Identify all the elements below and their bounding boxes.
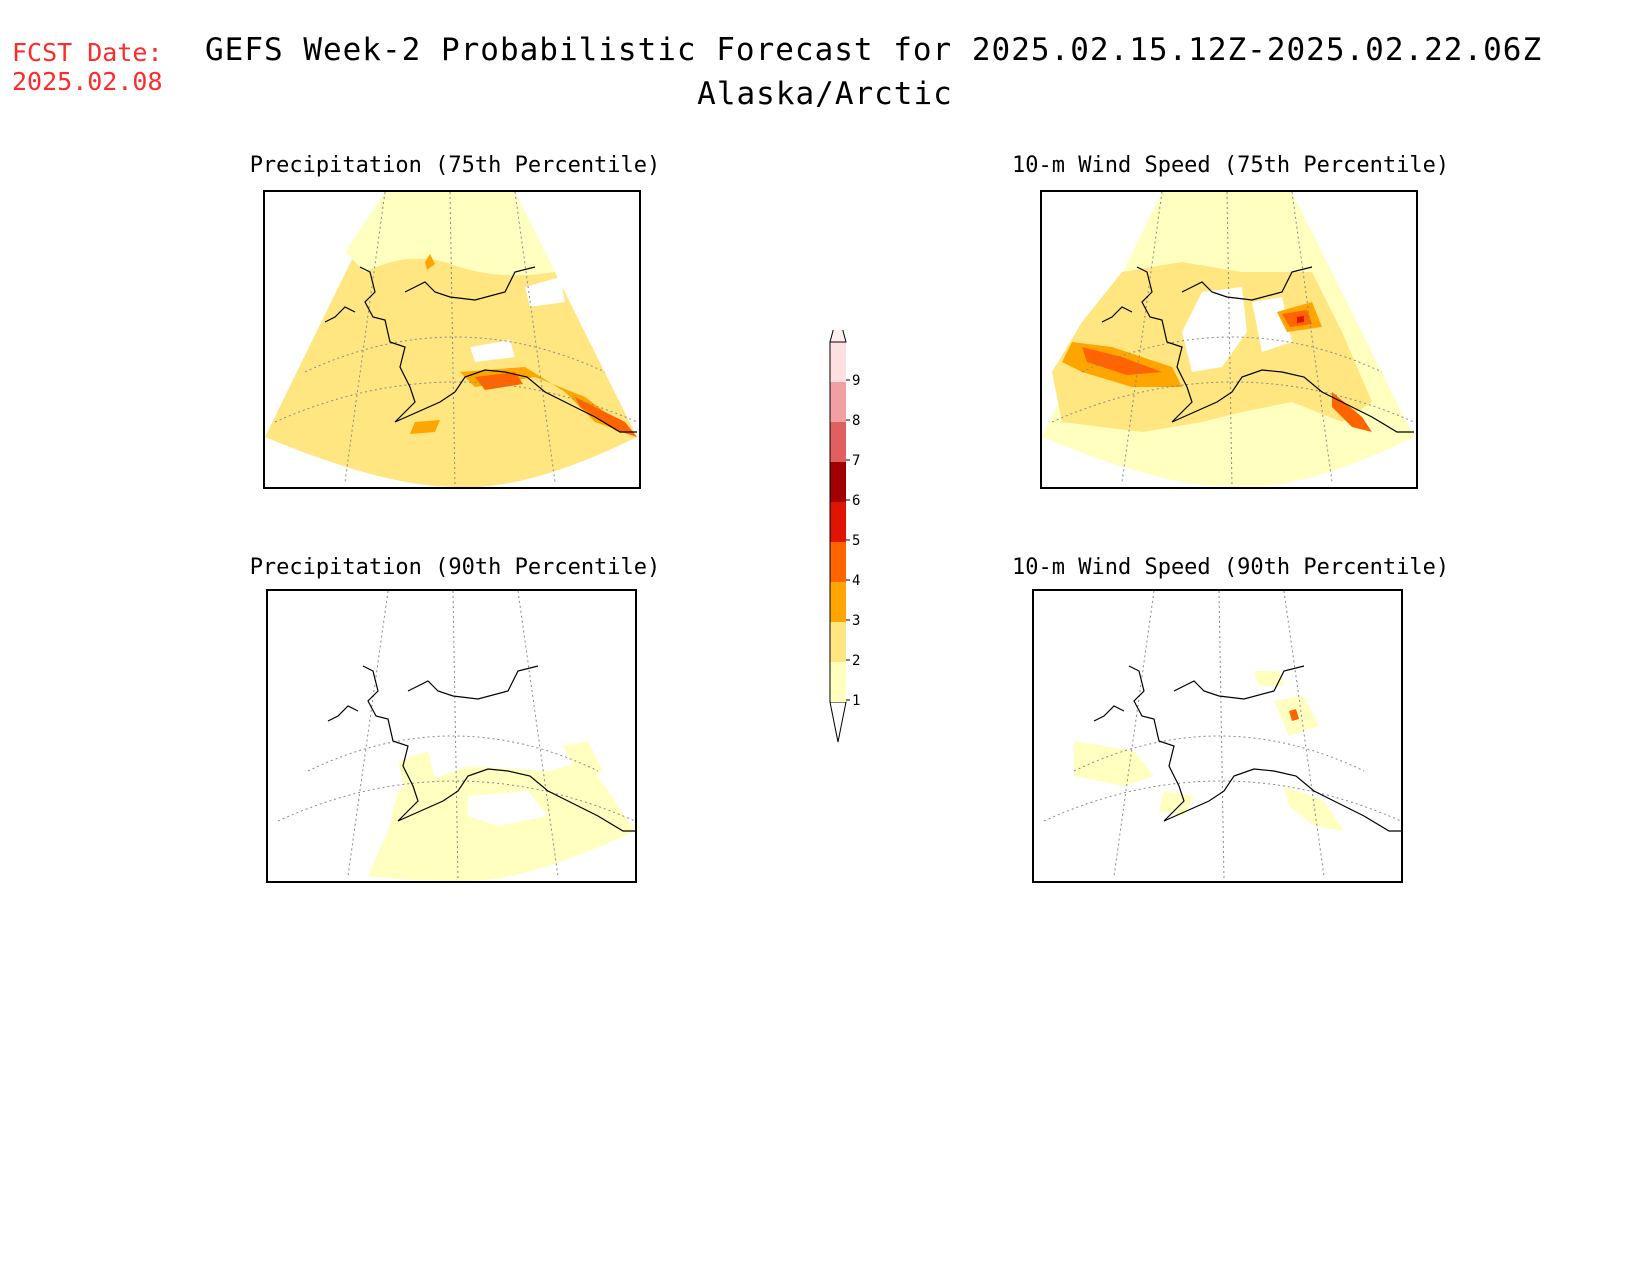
panel-title-precip90: Precipitation (90th Percentile): [249, 555, 661, 580]
colorbar-segment: [830, 462, 846, 502]
map-wind90: [1032, 589, 1403, 883]
colorbar-top-triangle: [829, 330, 847, 343]
colorbar-label: 80: [852, 413, 860, 429]
forecast-date-value: 2025.02.08: [12, 67, 163, 96]
colorbar: 10 20 30 40 50 60 70 80 90: [829, 330, 860, 743]
map-wind75-svg: [1042, 192, 1415, 487]
panel-title-wind90: 10-m Wind Speed (90th Percentile): [1012, 555, 1450, 580]
map-precip90: [266, 589, 637, 883]
colorbar-segment: [830, 662, 846, 702]
panel-title-precip75: Precipitation (75th Percentile): [249, 153, 661, 178]
region-title: Alaska/Arctic: [697, 76, 953, 112]
main-title: GEFS Week-2 Probabilistic Forecast for 2…: [205, 32, 1543, 68]
colorbar-label: 40: [852, 573, 860, 589]
colorbar-label: 20: [852, 653, 860, 669]
map-precip90-svg: [277, 591, 635, 881]
colorbar-label: 60: [852, 493, 860, 509]
map-precip75: [263, 190, 641, 489]
colorbar-label: 10: [852, 693, 860, 709]
forecast-date: FCST Date: 2025.02.08: [12, 38, 163, 96]
colorbar-segment: [830, 622, 846, 662]
forecast-date-label: FCST Date:: [12, 38, 163, 67]
colorbar-bottom-triangle: [829, 701, 847, 743]
colorbar-segment: [830, 502, 846, 542]
map-precip75-svg: [265, 192, 638, 487]
colorbar-label: 30: [852, 613, 860, 629]
map-wind75: [1040, 190, 1418, 489]
colorbar-segment: [830, 542, 846, 582]
map-wind90-svg: [1043, 591, 1401, 881]
colorbar-segment: [830, 582, 846, 622]
colorbar-segment: [830, 342, 846, 382]
colorbar-label: 50: [852, 533, 860, 549]
colorbar-label: 90: [852, 373, 860, 389]
colorbar-label: 70: [852, 453, 860, 469]
colorbar-segment: [830, 382, 846, 422]
colorbar-segment: [830, 422, 846, 462]
panel-title-wind75: 10-m Wind Speed (75th Percentile): [1012, 153, 1450, 178]
